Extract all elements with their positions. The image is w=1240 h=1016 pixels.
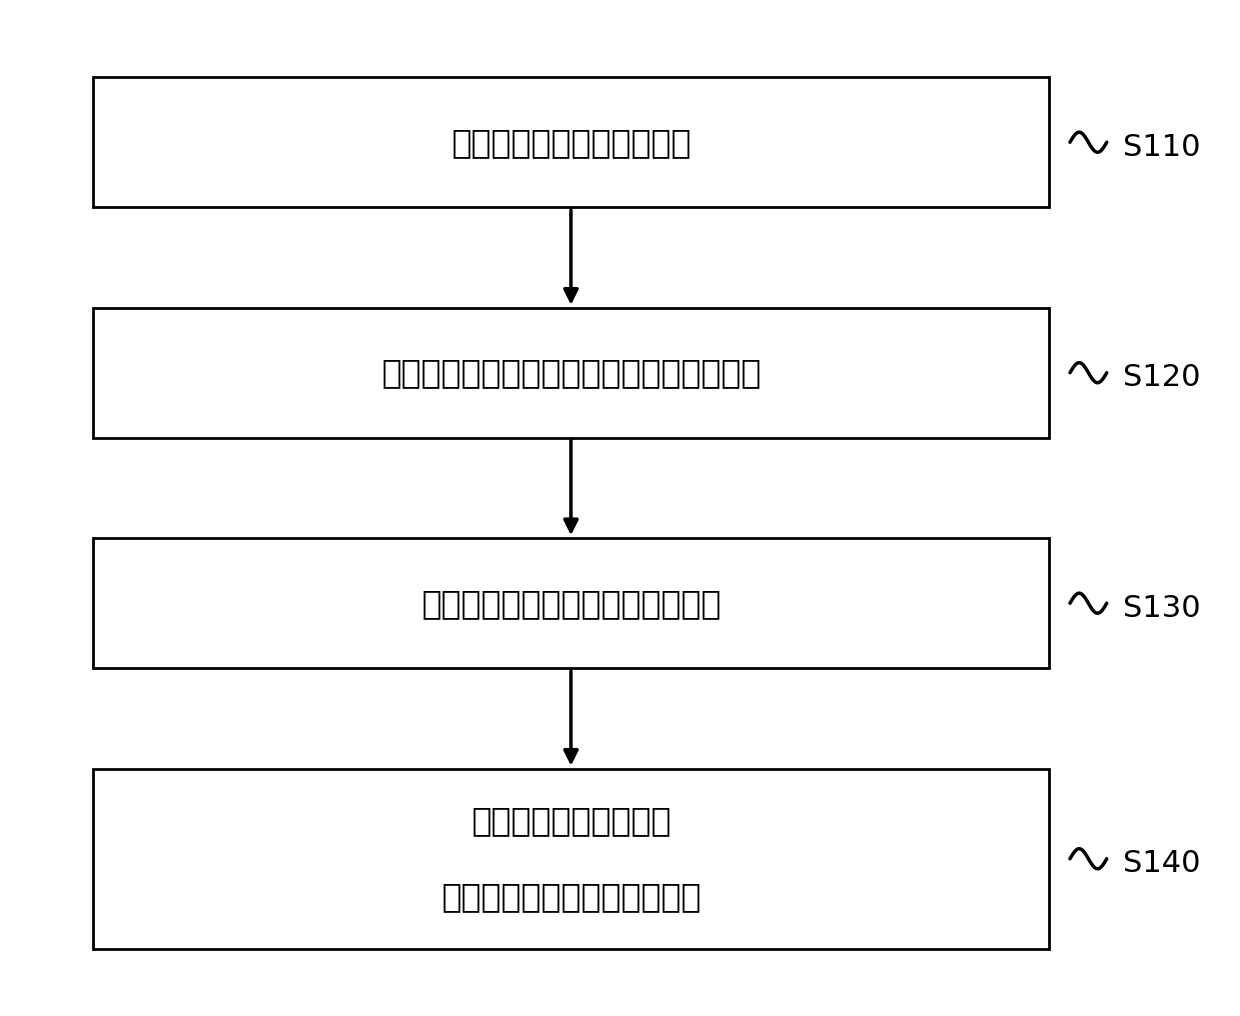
Text: S120: S120 [1122, 364, 1200, 392]
Text: S110: S110 [1122, 133, 1200, 162]
Text: S140: S140 [1122, 849, 1200, 878]
Text: S130: S130 [1122, 593, 1200, 623]
FancyBboxPatch shape [93, 77, 1049, 207]
Text: 显示所述校时二维码，: 显示所述校时二维码， [471, 804, 671, 837]
FancyBboxPatch shape [93, 768, 1049, 949]
Text: 接收校时二维码的生成指令: 接收校时二维码的生成指令 [451, 126, 691, 158]
Text: 根据所述生成指令获取用于校正的时间数据: 根据所述生成指令获取用于校正的时间数据 [381, 357, 761, 389]
FancyBboxPatch shape [93, 308, 1049, 438]
Text: 根据所述时间数据生成校时二维码: 根据所述时间数据生成校时二维码 [420, 586, 720, 620]
FancyBboxPatch shape [93, 538, 1049, 669]
Text: 以供终端设备扫描后校正时间: 以供终端设备扫描后校正时间 [441, 880, 701, 913]
